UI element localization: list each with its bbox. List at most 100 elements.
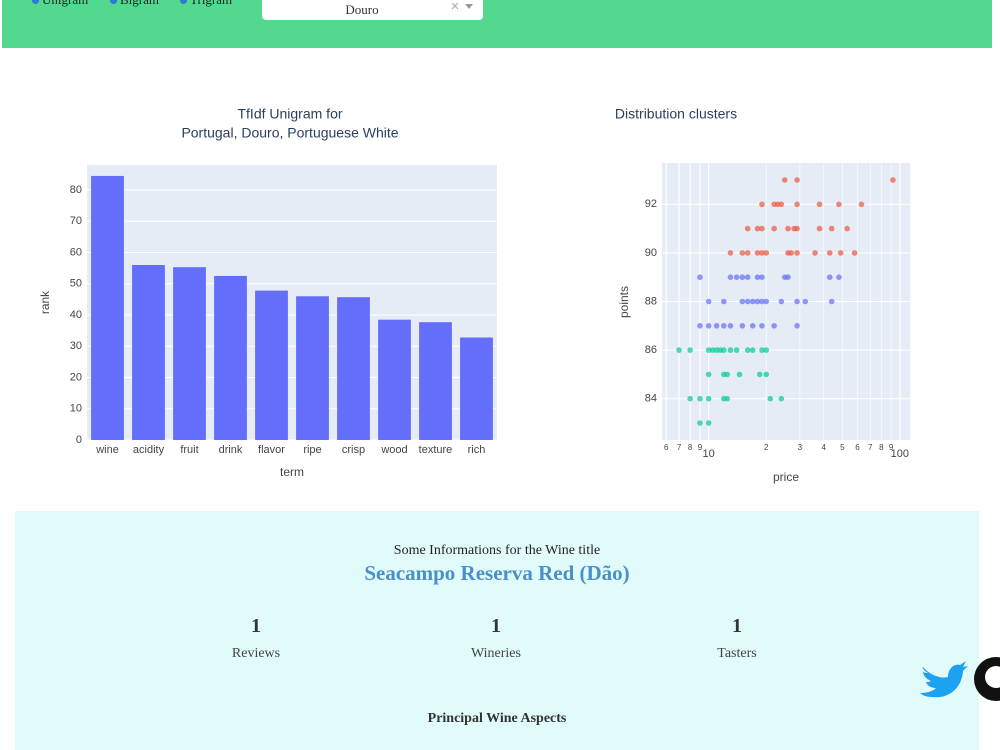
x-tick-label: wine (95, 444, 119, 456)
point (759, 225, 765, 232)
point (767, 395, 774, 402)
point (785, 225, 791, 232)
point (749, 347, 756, 353)
point (785, 274, 791, 281)
point (697, 420, 703, 426)
y-tick-label: 0 (76, 434, 82, 446)
chart-title: TfIdf Unigram for (237, 106, 342, 122)
x-tick-label: 6 (855, 443, 860, 452)
y-tick-label: 80 (70, 184, 82, 196)
bar-chart: TfIdf Unigram for Portugal, Douro, Portug… (38, 106, 497, 479)
point (749, 298, 756, 305)
x-tick-label: 5 (840, 443, 845, 452)
stat-label: Wineries (471, 646, 521, 661)
point (828, 225, 835, 232)
radio-option[interactable]: Bigram (110, 0, 159, 8)
x-tick-label: 10 (703, 448, 715, 460)
point (756, 371, 763, 378)
point (771, 225, 777, 232)
point (724, 395, 730, 402)
point (727, 274, 734, 281)
point (794, 225, 800, 232)
point (836, 274, 842, 281)
point (759, 274, 765, 281)
point (794, 322, 800, 329)
point (754, 225, 761, 232)
x-tick-label: 4 (822, 443, 827, 452)
point (727, 322, 734, 329)
x-tick-label: 7 (868, 443, 873, 452)
point (739, 298, 746, 305)
bar (214, 275, 247, 440)
dropdown[interactable]: Douro (262, 0, 483, 20)
x-tick-label: rich (468, 444, 486, 456)
bar (378, 319, 411, 440)
point (697, 322, 703, 329)
stat-value: 1 (251, 615, 261, 637)
chart-title: Distribution clusters (615, 106, 737, 122)
stat-label: Tasters (717, 646, 757, 661)
x-tick-label: crisp (342, 444, 365, 456)
point (778, 395, 785, 402)
point (788, 250, 794, 256)
y-tick-label: 10 (70, 403, 82, 415)
bar (296, 296, 329, 440)
point (763, 347, 770, 353)
twitter-icon[interactable] (920, 661, 968, 698)
point (705, 298, 712, 305)
x-tick-label: 2 (764, 443, 769, 452)
stat-label: Reviews (231, 646, 281, 661)
x-tick-label: 8 (688, 443, 693, 452)
point (812, 250, 818, 256)
stat-value: 1 (732, 615, 742, 637)
point (705, 371, 712, 378)
point (705, 420, 712, 426)
point (794, 298, 800, 305)
point (709, 347, 716, 353)
x-tick-label: acidity (133, 444, 165, 456)
x-tick-label: flavor (258, 444, 285, 456)
x-tick-label: 9 (889, 443, 894, 452)
y-axis-label: rank (38, 290, 52, 314)
y-tick-label: 84 (645, 393, 657, 405)
point (759, 347, 765, 353)
point (724, 371, 730, 378)
x-tick-label: texture (419, 444, 453, 456)
point (837, 250, 844, 256)
bar (91, 175, 124, 440)
point (733, 274, 740, 281)
y-tick-label: 20 (70, 371, 82, 383)
point (826, 274, 833, 281)
aspects-title: Principal Wine Aspects (427, 711, 567, 726)
point (816, 201, 823, 208)
bar (337, 297, 370, 440)
point (705, 395, 712, 402)
point (721, 322, 727, 329)
x-tick-label: 3 (798, 443, 803, 452)
point (759, 298, 765, 305)
point (697, 395, 703, 402)
point (687, 395, 693, 402)
point (697, 274, 703, 281)
bar (419, 322, 452, 440)
y-tick-label: 86 (645, 344, 657, 356)
y-tick-label: 70 (70, 215, 82, 227)
point (744, 250, 751, 256)
point (705, 347, 712, 353)
point (705, 322, 712, 329)
radio-option[interactable]: Unigram (32, 0, 88, 8)
x-tick-label: 100 (891, 448, 909, 460)
x-tick-label: 9 (698, 443, 703, 452)
info-panel: Some Informations for the Wine title Sea… (15, 511, 979, 750)
point (851, 250, 858, 256)
radio-option[interactable]: Trigram (180, 0, 232, 8)
point (858, 201, 865, 208)
point (744, 225, 751, 232)
point (744, 298, 751, 305)
x-axis-label: price (773, 470, 799, 484)
point (736, 371, 743, 378)
info-heading: Some Informations for the Wine title (393, 543, 601, 558)
bar (132, 265, 165, 440)
